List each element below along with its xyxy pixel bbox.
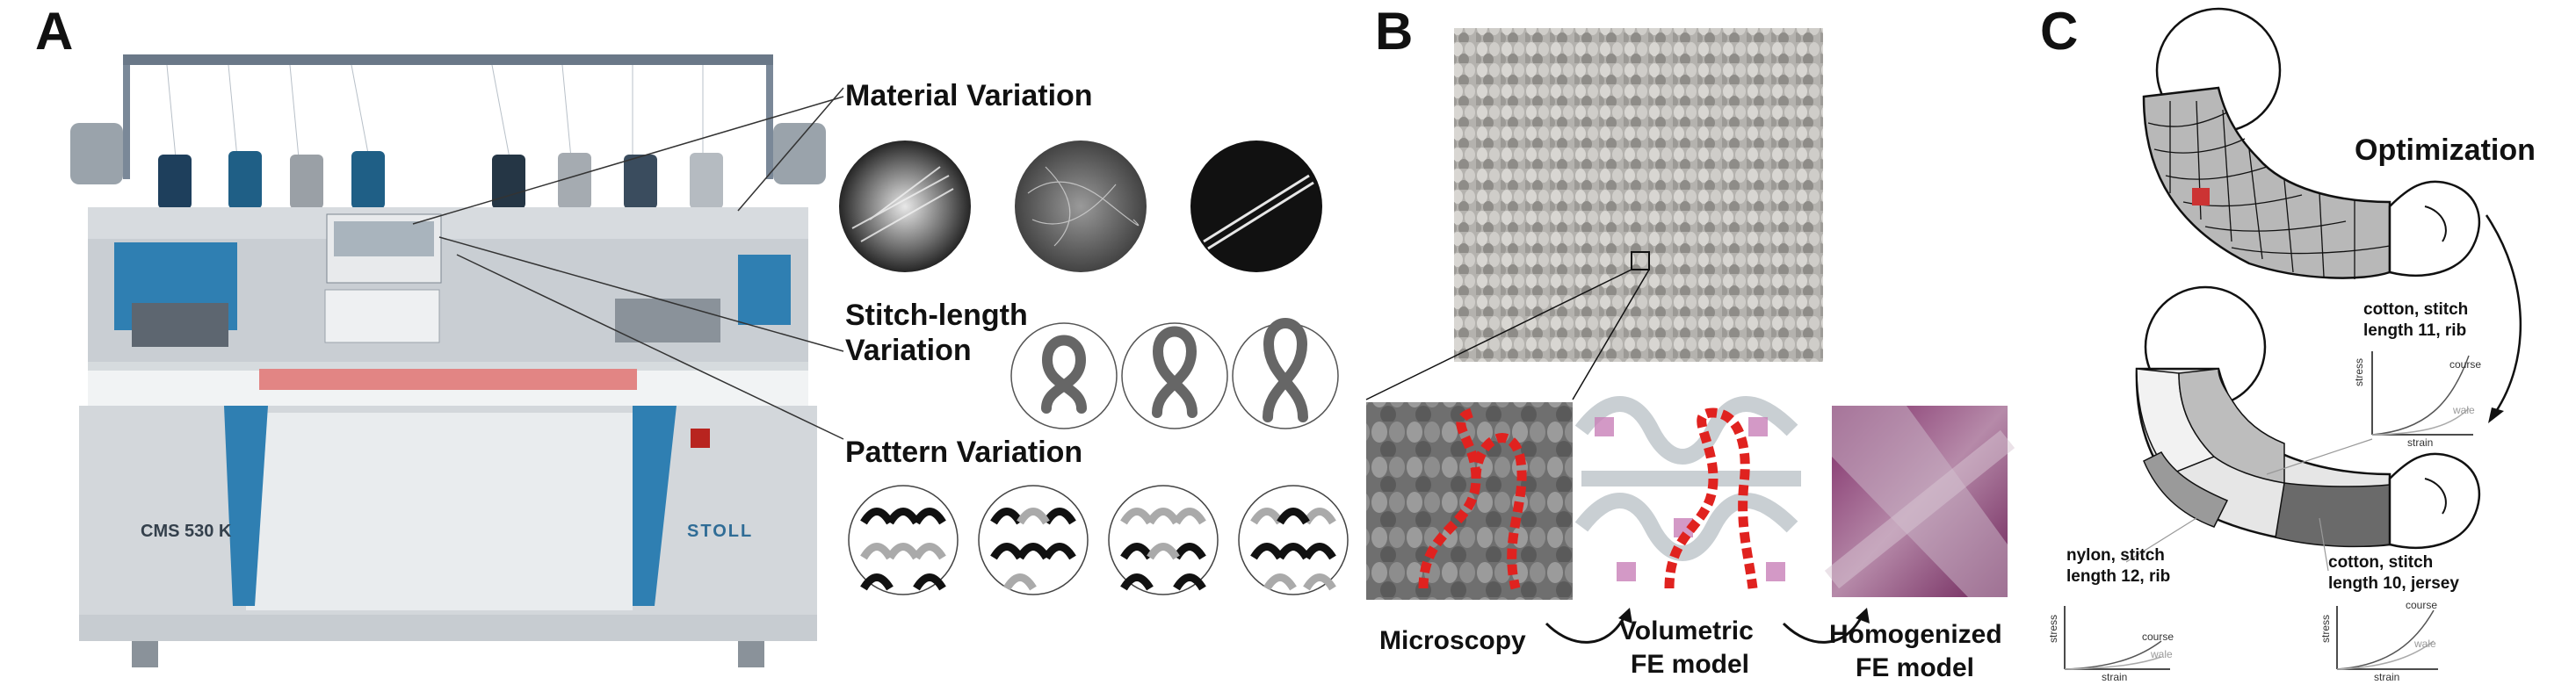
homogenized-fe-label-line1: Homogenized [1829,620,2002,649]
plot-right-xlabel: strain [2374,671,2400,683]
panel-a-letter: A [35,2,74,61]
plot-left-course: course [2142,631,2174,643]
stitch-length-label-line2: Variation [845,334,972,367]
annotation-left-line1: nylon, stitch [2066,546,2165,565]
plot-upper-course: course [2449,358,2482,371]
homogenized-fe-label-line2: FE model [1856,653,1975,682]
material-variation-label: Material Variation [845,79,1093,112]
annotation-left-line2: length 12, rib [2066,567,2171,586]
knitting-machine-illustration [70,54,826,667]
plot-left-xlabel: strain [2102,671,2128,683]
microscopy-label: Microscopy [1379,626,1526,655]
optimization-label: Optimization [2355,133,2536,167]
plot-right-ylabel: stress [2319,614,2332,643]
panel-b-letter: B [1375,2,1414,61]
volumetric-fe-label-line1: Volumetric [1619,616,1754,645]
machine-brand-plate: STOLL [687,522,754,541]
annotation-right-line2: length 10, jersey [2328,574,2459,593]
plot-left-wale: wale [2151,648,2173,660]
plot-upper-wale: wale [2453,404,2475,416]
plot-right-course: course [2406,599,2438,611]
pattern-variation-label: Pattern Variation [845,436,1083,469]
annotation-right-line1: cotton, stitch [2328,553,2434,572]
annotation-upper-line2: length 11, rib [2363,321,2467,340]
stitch-length-label-line1: Stitch-length [845,299,1028,332]
volumetric-fe-label-line2: FE model [1631,650,1750,679]
plot-upper-xlabel: strain [2407,436,2434,449]
plot-upper-ylabel: stress [2353,357,2365,386]
plot-right-wale: wale [2414,638,2436,650]
machine-model-plate: CMS 530 K [141,522,232,541]
plot-left-ylabel: stress [2047,614,2059,643]
panel-c-letter: C [2040,2,2079,61]
annotation-upper-line1: cotton, stitch [2363,300,2469,319]
